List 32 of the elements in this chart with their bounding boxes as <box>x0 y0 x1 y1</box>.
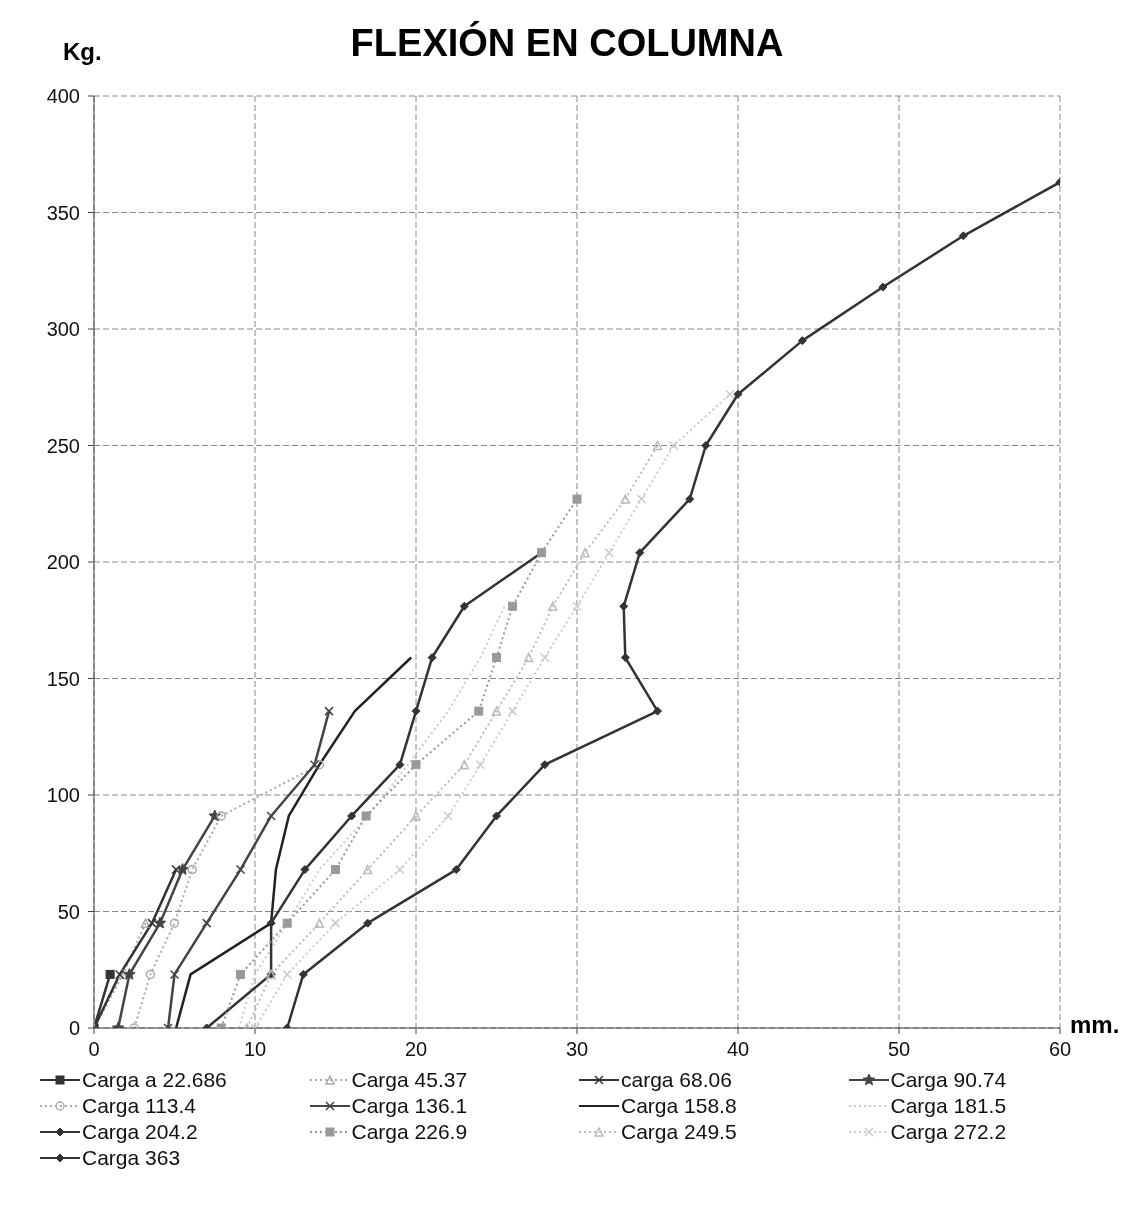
y-tick-label: 50 <box>57 900 80 923</box>
x-tick-label: 40 <box>726 1038 750 1061</box>
y-tick-label: 250 <box>46 434 80 457</box>
y-tick-label: 350 <box>46 201 80 224</box>
legend-label: Carga 363 <box>82 1146 181 1170</box>
x-tick-label: 50 <box>887 1038 911 1061</box>
legend-label: carga 68.06 <box>621 1068 732 1092</box>
legend-label: Carga 181.5 <box>890 1094 1007 1118</box>
y-tick-label: 100 <box>46 784 80 807</box>
legend-label: Carga 136.1 <box>351 1094 468 1118</box>
x-tick-label: 20 <box>404 1038 428 1061</box>
legend-label: Carga 113.4 <box>82 1094 197 1118</box>
y-tick-label: 200 <box>46 551 80 574</box>
legend-label: Carga 249.5 <box>621 1120 737 1144</box>
legend-label: Carga 272.2 <box>890 1120 1007 1144</box>
y-axis-title: Kg. <box>63 38 102 66</box>
y-tick-label: 400 <box>46 85 80 108</box>
y-tick-label: 0 <box>68 1017 80 1040</box>
x-tick-label: 0 <box>88 1038 100 1061</box>
legend-label: Carga a 22.686 <box>82 1068 227 1092</box>
legend-label: Carga 226.9 <box>351 1120 468 1144</box>
y-tick-label: 150 <box>46 667 80 690</box>
y-tick-label: 300 <box>46 318 80 341</box>
x-tick-label: 10 <box>243 1038 267 1061</box>
legend-label: Carga 158.8 <box>621 1094 737 1118</box>
legend-label: Carga 90.74 <box>890 1068 1007 1092</box>
x-tick-label: 30 <box>565 1038 589 1061</box>
x-tick-label: 60 <box>1048 1038 1072 1061</box>
legend-label: Carga 204.2 <box>82 1120 198 1144</box>
x-axis-title: mm. <box>1070 1011 1120 1039</box>
chart-title: FLEXIÓN EN COLUMNA <box>350 22 784 64</box>
legend-label: Carga 45.37 <box>351 1068 468 1092</box>
